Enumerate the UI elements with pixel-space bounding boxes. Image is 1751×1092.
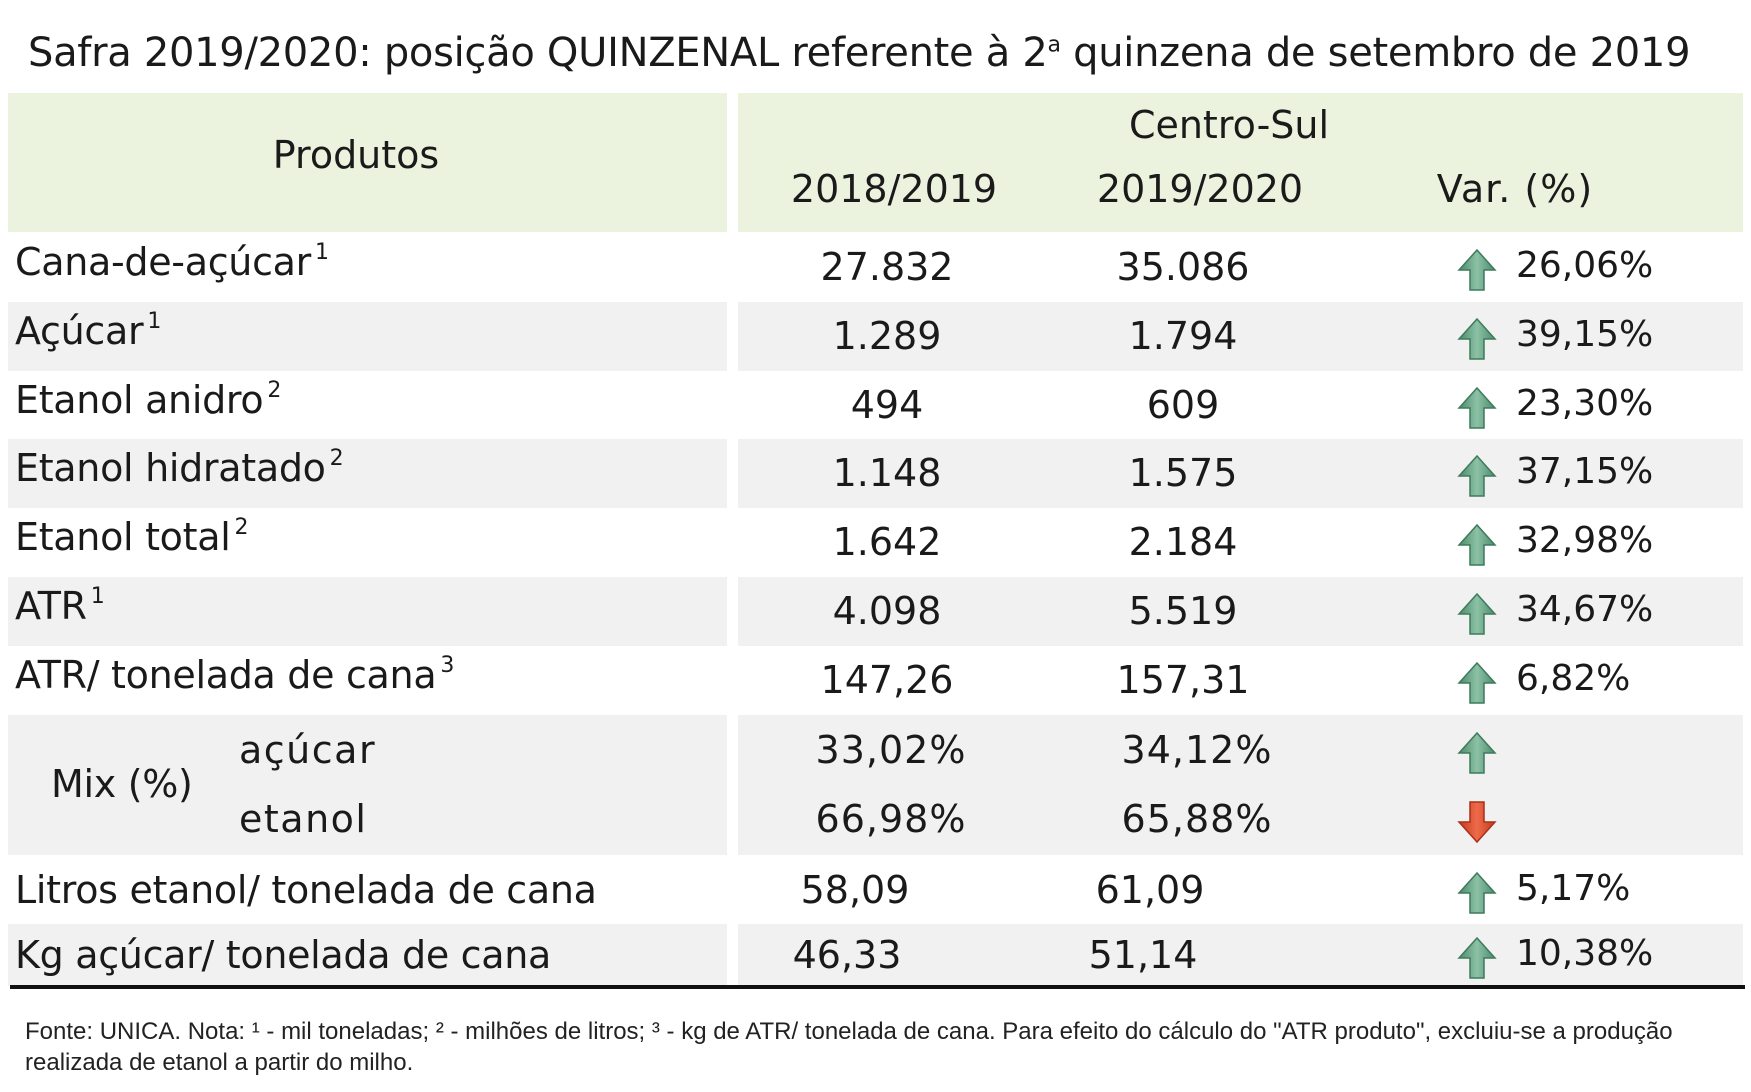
value-2018: 1.148 <box>832 451 942 495</box>
variation-percent: 26,06% <box>1516 245 1654 286</box>
mix-etanol-2018: 66,98% <box>815 797 967 841</box>
value-2019: 35.086 <box>1116 245 1250 289</box>
value-2019: 51,14 <box>1088 933 1198 977</box>
arrow-up-icon <box>1457 454 1497 497</box>
variation-percent: 34,67% <box>1516 589 1654 630</box>
value-2018: 147,26 <box>820 658 954 702</box>
variation-percent: 39,15% <box>1516 314 1654 355</box>
table-bottom-rule <box>10 985 1745 989</box>
header-col-2019: 2019/2020 <box>1096 167 1304 211</box>
value-2019: 1.575 <box>1128 451 1238 495</box>
arrow-up-icon <box>1457 871 1497 914</box>
row-gap <box>727 302 738 371</box>
header-products: Produtos <box>272 133 440 177</box>
row-footnote-ref: 3 <box>440 653 455 678</box>
value-2019: 609 <box>1146 383 1220 427</box>
row-footnote-ref: 2 <box>267 378 282 403</box>
row-label-text: ATR <box>15 584 87 628</box>
value-2019: 157,31 <box>1116 658 1250 702</box>
value-2019: 2.184 <box>1128 520 1238 564</box>
variation-percent: 37,15% <box>1516 451 1654 492</box>
table-row <box>8 439 1743 508</box>
row-label: Etanol hidratado 2 <box>15 446 344 490</box>
page-title: Safra 2019/2020: posição QUINZENAL refer… <box>28 30 1691 76</box>
value-2018: 1.642 <box>832 520 942 564</box>
row-label: Kg açúcar/ tonelada de cana <box>15 933 552 977</box>
arrow-up-icon <box>1457 523 1497 566</box>
row-label: Litros etanol/ tonelada de cana <box>15 867 597 912</box>
header-col-var: Var. (%) <box>1436 167 1594 211</box>
arrow-up-icon <box>1457 248 1497 291</box>
value-2018: 58,09 <box>800 867 910 912</box>
arrow-up-icon <box>1457 936 1497 979</box>
arrow-up-icon <box>1457 592 1497 635</box>
row-footnote-ref: 1 <box>314 240 329 265</box>
variation-percent: 32,98% <box>1516 520 1654 561</box>
value-2019: 5.519 <box>1128 589 1238 633</box>
row-label-text: Etanol anidro <box>15 378 264 422</box>
header-centro-sul-cell: Centro-Sul 2018/2019 2019/2020 Var. (%) <box>738 93 1743 232</box>
row-label: ATR/ tonelada de cana 3 <box>15 653 454 697</box>
row-footnote-ref: 1 <box>90 584 105 609</box>
arrow-up-icon <box>1457 317 1497 360</box>
header-region: Centro-Sul <box>1128 103 1330 147</box>
row-gap <box>727 715 738 855</box>
table-row <box>8 577 1743 646</box>
mix-etanol-label: etanol <box>239 797 368 841</box>
row-label-text: Cana-de-açúcar <box>15 240 311 284</box>
value-2019: 1.794 <box>1128 314 1238 358</box>
row-label: ATR 1 <box>15 584 105 628</box>
row-gap <box>727 439 738 508</box>
value-2018: 4.098 <box>832 589 942 633</box>
row-label-text: ATR/ tonelada de cana <box>15 653 437 697</box>
row-footnote-ref: 2 <box>234 515 249 540</box>
value-2018: 27.832 <box>820 245 954 289</box>
variation-percent: 10,38% <box>1516 933 1654 974</box>
value-2018: 494 <box>850 383 924 427</box>
mix-acucar-2019: 34,12% <box>1121 728 1273 772</box>
row-gap <box>727 577 738 646</box>
variation-percent: 6,82% <box>1516 658 1631 699</box>
variation-percent: 23,30% <box>1516 383 1654 424</box>
arrow-up-icon <box>1457 731 1497 774</box>
row-label: Açúcar 1 <box>15 309 161 353</box>
mix-acucar-2018: 33,02% <box>815 728 967 772</box>
arrow-up-icon <box>1457 386 1497 429</box>
row-footnote-ref: 1 <box>147 309 162 334</box>
mix-acucar-label: açúcar <box>239 728 377 772</box>
row-label: Etanol anidro 2 <box>15 378 281 422</box>
footnote: Fonte: UNICA. Nota: ¹ - mil toneladas; ²… <box>25 1018 1673 1076</box>
value-2018: 46,33 <box>792 933 902 977</box>
row-label-text: Açúcar <box>15 309 144 353</box>
mix-row <box>8 715 1743 855</box>
row-label-text: Etanol total <box>15 515 231 559</box>
row-gap <box>727 924 738 986</box>
table-row <box>8 302 1743 371</box>
value-2018: 1.289 <box>832 314 942 358</box>
row-footnote-ref: 2 <box>329 446 344 471</box>
header-col-2018: 2018/2019 <box>790 167 998 211</box>
header-products-cell: Produtos <box>8 93 727 232</box>
arrow-down-icon <box>1457 801 1497 844</box>
mix-etanol-2019: 65,88% <box>1121 797 1273 841</box>
variation-percent: 5,17% <box>1516 867 1631 909</box>
value-2019: 61,09 <box>1095 867 1205 912</box>
row-label: Etanol total 2 <box>15 515 248 559</box>
table-row <box>8 924 1743 986</box>
mix-label: Mix (%) <box>51 762 193 806</box>
row-label: Cana-de-açúcar 1 <box>15 240 329 284</box>
arrow-up-icon <box>1457 661 1497 704</box>
row-label-text: Etanol hidratado <box>15 446 326 490</box>
